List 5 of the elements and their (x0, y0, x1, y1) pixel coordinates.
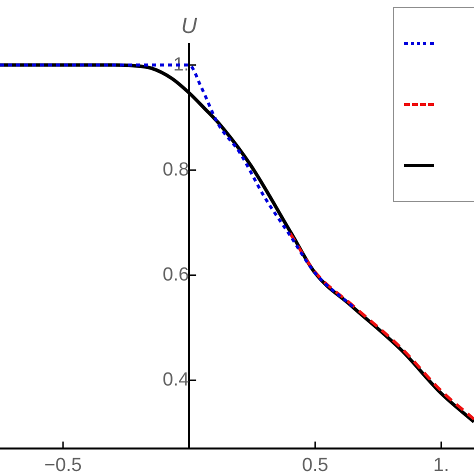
line-series (288, 232, 474, 421)
x-tick-label: 1. (433, 455, 450, 474)
y-axis-title: U (181, 13, 198, 38)
x-tick-label: −0.5 (44, 455, 82, 474)
x-tick-label: 0.5 (302, 455, 328, 474)
